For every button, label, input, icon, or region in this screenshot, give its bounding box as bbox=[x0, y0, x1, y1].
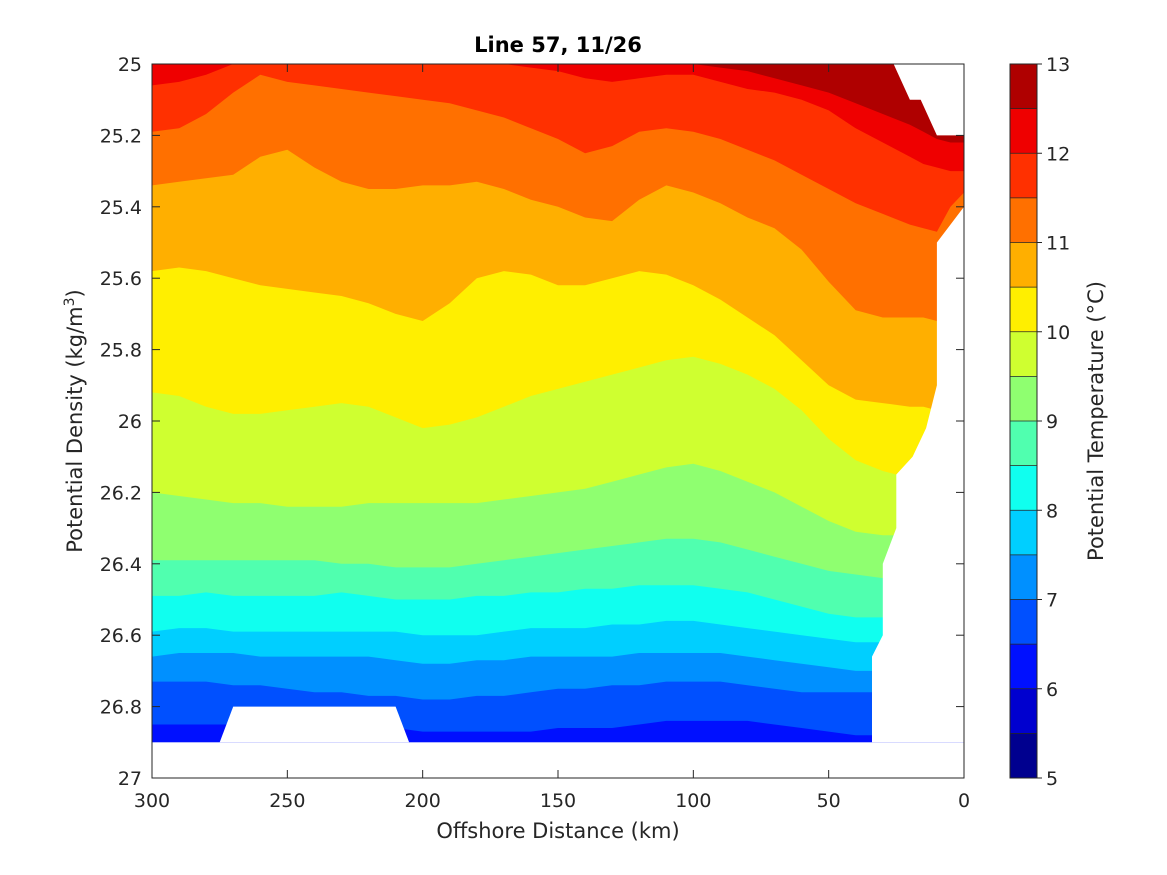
colorbar-swatch bbox=[1010, 554, 1037, 600]
colorbar-swatch bbox=[1010, 644, 1037, 689]
colorbar-swatch bbox=[1010, 242, 1037, 288]
y-tick-label: 25 bbox=[118, 54, 142, 76]
colorbar-tick-label: 13 bbox=[1046, 54, 1070, 76]
colorbar-label: Potential Temperature (°C) bbox=[1084, 281, 1108, 561]
colorbar-swatch bbox=[1010, 153, 1037, 198]
colorbar-swatch bbox=[1010, 108, 1037, 154]
colorbar-tick-label: 11 bbox=[1046, 233, 1070, 255]
x-tick-label: 200 bbox=[405, 790, 441, 812]
y-tick-label: 26 bbox=[118, 411, 142, 433]
y-tick-label: 26.6 bbox=[100, 625, 142, 647]
colorbar-swatch bbox=[1010, 465, 1037, 511]
y-tick-label: 25.4 bbox=[100, 197, 142, 219]
y-axis-label-superscript: 3 bbox=[62, 297, 78, 306]
y-axis-ticks: 25 25.2 25.4 25.6 25.8 26 26.2 26.4 26.6 26.8 27 bbox=[100, 54, 964, 790]
y-axis-label: Potential Density (kg/m3) bbox=[62, 289, 87, 553]
colorbar-frame bbox=[1009, 63, 1038, 779]
y-tick-label: 26.8 bbox=[100, 697, 142, 719]
colorbar-swatch bbox=[1010, 733, 1037, 778]
colorbar-swatch bbox=[1010, 64, 1037, 109]
no-data-region bbox=[219, 706, 410, 743]
colorbar-tick-label: 6 bbox=[1046, 679, 1058, 701]
colorbar-swatch bbox=[1010, 599, 1037, 645]
y-tick-label: 25.8 bbox=[100, 340, 142, 362]
x-tick-label: 150 bbox=[540, 790, 576, 812]
no-data-region bbox=[872, 64, 964, 743]
colorbar-tick-label: 8 bbox=[1046, 500, 1058, 522]
colorbar-tick-label: 7 bbox=[1046, 590, 1058, 612]
colorbar-tick-label: 10 bbox=[1046, 322, 1070, 344]
colorbar-swatch bbox=[1010, 376, 1037, 421]
colorbar-swatch bbox=[1010, 331, 1037, 377]
y-tick-label: 25.2 bbox=[100, 125, 142, 147]
x-tick-label: 250 bbox=[269, 790, 305, 812]
colorbar-swatch bbox=[1010, 421, 1037, 466]
chart-title: Line 57, 11/26 bbox=[474, 33, 642, 57]
colorbar-swatch bbox=[1010, 197, 1037, 243]
x-tick-label: 50 bbox=[817, 790, 841, 812]
colorbar-swatch bbox=[1010, 688, 1037, 734]
x-tick-label: 100 bbox=[675, 790, 711, 812]
y-tick-label: 26.2 bbox=[100, 482, 142, 504]
colorbar-tick-label: 5 bbox=[1046, 768, 1058, 790]
x-tick-label: 300 bbox=[134, 790, 170, 812]
x-tick-label: 0 bbox=[958, 790, 970, 812]
y-tick-label: 26.4 bbox=[100, 554, 142, 576]
colorbar-tick-label: 9 bbox=[1046, 411, 1058, 433]
y-axis-label-main: Potential Density (kg/m bbox=[63, 306, 87, 552]
x-axis-ticks: 300 250 200 150 100 50 0 bbox=[134, 64, 970, 812]
colorbar-tick-label: 12 bbox=[1046, 143, 1070, 165]
contour-bands bbox=[152, 64, 964, 778]
y-tick-label: 25.6 bbox=[100, 268, 142, 290]
colorbar-swatch bbox=[1010, 287, 1037, 332]
x-axis-label: Offshore Distance (km) bbox=[436, 819, 679, 843]
colorbar: 5 6 7 8 9 10 11 12 13 bbox=[1010, 54, 1070, 790]
colorbar-swatch bbox=[1010, 510, 1037, 555]
y-tick-label: 27 bbox=[118, 768, 142, 790]
y-axis-label-close: ) bbox=[63, 289, 87, 297]
